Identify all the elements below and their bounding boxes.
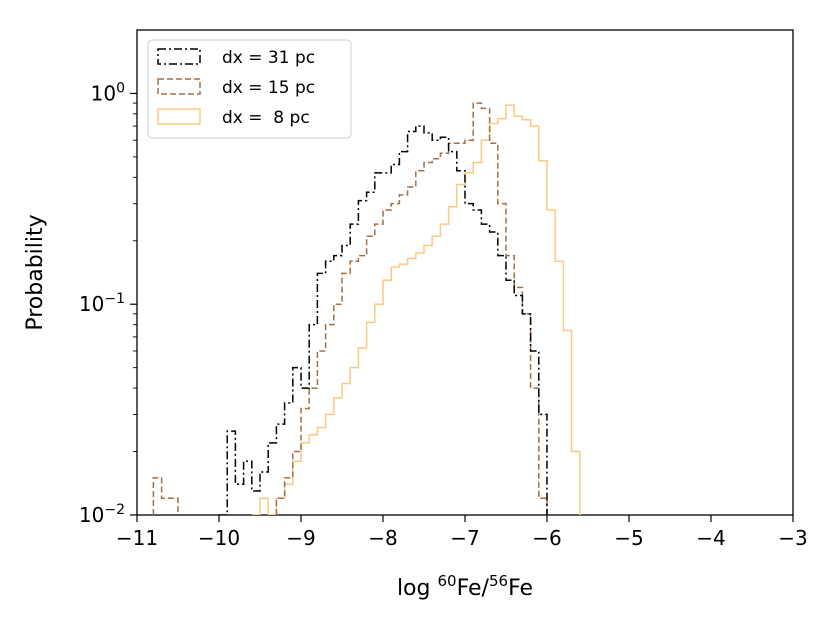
legend-box bbox=[147, 39, 352, 139]
legend-handle-0 bbox=[157, 48, 201, 65]
legend-handle-1 bbox=[157, 78, 201, 95]
x-axis: −11 −10 −9 −8 −7 −6 −5 −4 −3 bbox=[116, 515, 808, 550]
y-tick-label: 100 bbox=[91, 80, 125, 105]
x-tick-label: −11 bbox=[116, 526, 158, 550]
legend-handle-2 bbox=[157, 108, 201, 125]
series-0-step-line bbox=[219, 125, 548, 515]
x-axis-title: log 60Fe/56Fe bbox=[397, 572, 533, 601]
series-1-step-line bbox=[152, 102, 548, 515]
y-tick-label: 10−1 bbox=[79, 291, 125, 316]
x-tick-label: −6 bbox=[532, 526, 561, 550]
legend-label-0: dx = 31 pc bbox=[222, 48, 315, 68]
legend-label-1: dx = 15 pc bbox=[222, 78, 315, 98]
series-layer bbox=[152, 102, 581, 515]
legend-label-2: dx = 8 pc bbox=[222, 108, 310, 128]
x-tick-label: −8 bbox=[368, 526, 397, 550]
x-tick-label: −7 bbox=[450, 526, 479, 550]
y-axis: 10−2 10−1 100 bbox=[79, 80, 137, 527]
series-2-step-line bbox=[251, 104, 581, 515]
y-axis-title: Probability bbox=[23, 214, 48, 330]
x-tick-label: −3 bbox=[778, 526, 807, 550]
legend: dx = 31 pc dx = 15 pc dx = 8 pc bbox=[147, 39, 352, 139]
x-tick-label: −10 bbox=[198, 526, 240, 550]
x-tick-label: −5 bbox=[614, 526, 643, 550]
x-tick-label: −4 bbox=[696, 526, 725, 550]
x-tick-label: −9 bbox=[286, 526, 315, 550]
y-tick-label: 10−2 bbox=[79, 502, 125, 527]
